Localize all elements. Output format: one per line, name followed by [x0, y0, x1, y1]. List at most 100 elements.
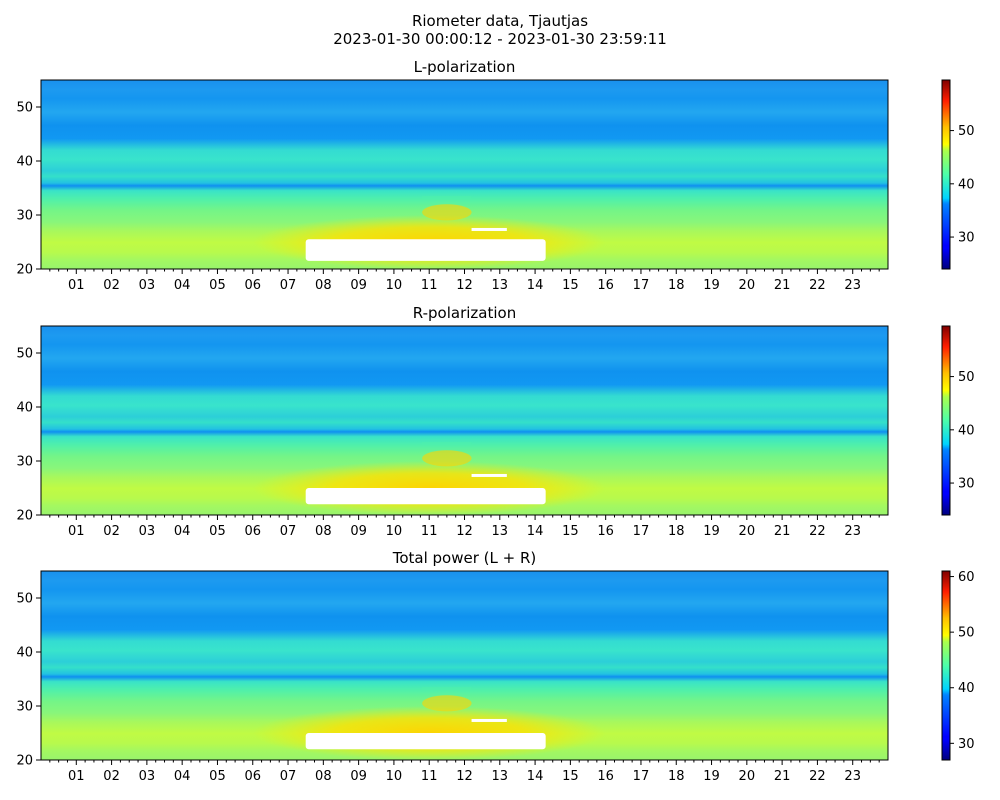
- x-tick-label: 22: [809, 524, 826, 539]
- x-tick-label: 11: [421, 524, 438, 539]
- x-tick-label: 17: [633, 524, 650, 539]
- x-tick-label: 08: [315, 278, 332, 293]
- x-tick-label: 20: [739, 524, 756, 539]
- x-tick-label: 21: [774, 278, 791, 293]
- x-tick-label: 16: [597, 524, 614, 539]
- y-tick-label: 40: [16, 401, 33, 416]
- x-tick-label: 01: [68, 524, 85, 539]
- panel-title: Total power (L + R): [392, 549, 537, 567]
- x-tick-label: 08: [315, 769, 332, 784]
- x-tick-label: 06: [244, 278, 261, 293]
- x-tick-label: 05: [209, 278, 226, 293]
- y-tick-label: 40: [16, 646, 33, 661]
- absorption-peak: [422, 204, 472, 221]
- x-tick-label: 18: [668, 278, 685, 293]
- x-tick-label: 10: [386, 769, 403, 784]
- saturated-region: [305, 239, 546, 261]
- x-tick-label: 12: [456, 524, 473, 539]
- absorption-peak: [422, 450, 472, 467]
- x-tick-label: 05: [209, 524, 226, 539]
- x-tick-label: 03: [139, 769, 156, 784]
- x-tick-label: 02: [103, 524, 120, 539]
- x-tick-label: 09: [350, 769, 367, 784]
- colorbar-tick-label: 30: [958, 477, 975, 492]
- saturated-region: [305, 488, 546, 505]
- panel-1: L-polarization 01 02 03 04 05 06 07 08 09 10 11 12 13…: [16, 58, 974, 293]
- x-tick-label: 10: [386, 278, 403, 293]
- x-tick-label: 10: [386, 524, 403, 539]
- x-tick-label: 23: [844, 769, 861, 784]
- x-tick-label: 09: [350, 524, 367, 539]
- x-tick-label: 14: [527, 278, 544, 293]
- x-tick-label: 07: [280, 524, 297, 539]
- x-tick-label: 14: [527, 769, 544, 784]
- x-tick-label: 02: [103, 278, 120, 293]
- x-tick-label: 02: [103, 769, 120, 784]
- x-tick-label: 06: [244, 769, 261, 784]
- x-tick-label: 04: [174, 278, 191, 293]
- saturated-streak: [471, 227, 507, 231]
- colorbar-tick-label: 30: [958, 737, 975, 752]
- y-tick-label: 50: [16, 347, 33, 362]
- y-tick-label: 50: [16, 101, 33, 116]
- colorbar-tick-label: 30: [958, 231, 975, 246]
- absorption-peak: [422, 695, 472, 712]
- x-tick-label: 13: [492, 278, 509, 293]
- panel-title: L-polarization: [414, 58, 516, 76]
- x-tick-label: 15: [562, 278, 579, 293]
- x-tick-label: 15: [562, 769, 579, 784]
- x-tick-label: 03: [139, 524, 156, 539]
- x-tick-label: 19: [703, 278, 720, 293]
- colorbar-tick-label: 40: [958, 177, 975, 192]
- x-tick-label: 17: [633, 278, 650, 293]
- x-tick-label: 19: [703, 524, 720, 539]
- y-tick-label: 20: [16, 509, 33, 524]
- x-tick-label: 09: [350, 278, 367, 293]
- x-tick-label: 15: [562, 524, 579, 539]
- colorbar-tick-label: 60: [958, 570, 975, 585]
- x-tick-label: 03: [139, 278, 156, 293]
- x-tick-label: 12: [456, 769, 473, 784]
- y-tick-label: 20: [16, 754, 33, 769]
- x-tick-label: 04: [174, 524, 191, 539]
- x-tick-label: 16: [597, 769, 614, 784]
- x-tick-label: 04: [174, 769, 191, 784]
- x-tick-label: 20: [739, 769, 756, 784]
- colorbar-tick-label: 50: [958, 370, 975, 385]
- x-tick-label: 11: [421, 769, 438, 784]
- y-tick-label: 30: [16, 700, 33, 715]
- x-tick-label: 21: [774, 524, 791, 539]
- x-tick-label: 22: [809, 278, 826, 293]
- x-tick-label: 19: [703, 769, 720, 784]
- x-tick-label: 11: [421, 278, 438, 293]
- x-tick-label: 08: [315, 524, 332, 539]
- panel-title: R-polarization: [413, 304, 516, 322]
- saturated-streak: [471, 473, 507, 477]
- x-tick-label: 07: [280, 278, 297, 293]
- saturated-streak: [471, 718, 507, 722]
- colorbar-tick-label: 40: [958, 681, 975, 696]
- x-tick-label: 16: [597, 278, 614, 293]
- y-tick-label: 50: [16, 592, 33, 607]
- x-tick-label: 06: [244, 524, 261, 539]
- x-tick-label: 21: [774, 769, 791, 784]
- colorbar-tick-label: 50: [958, 124, 975, 139]
- x-tick-label: 01: [68, 278, 85, 293]
- y-tick-label: 30: [16, 209, 33, 224]
- x-tick-label: 13: [492, 769, 509, 784]
- x-tick-label: 18: [668, 769, 685, 784]
- x-tick-label: 22: [809, 769, 826, 784]
- x-tick-label: 20: [739, 278, 756, 293]
- x-tick-label: 23: [844, 278, 861, 293]
- x-tick-label: 13: [492, 524, 509, 539]
- panel-3: Total power (L + R) 01 02 03 04 05 06 07 08 09 10 1…: [16, 549, 974, 784]
- figure-subtitle: 2023-01-30 00:00:12 - 2023-01-30 23:59:1…: [333, 30, 667, 48]
- colorbar: [941, 570, 951, 761]
- absorption-streak: [422, 442, 472, 446]
- y-tick-label: 30: [16, 455, 33, 470]
- colorbar: [941, 79, 951, 270]
- x-tick-label: 14: [527, 524, 544, 539]
- colorbar-tick-label: 50: [958, 626, 975, 641]
- y-tick-label: 20: [16, 263, 33, 278]
